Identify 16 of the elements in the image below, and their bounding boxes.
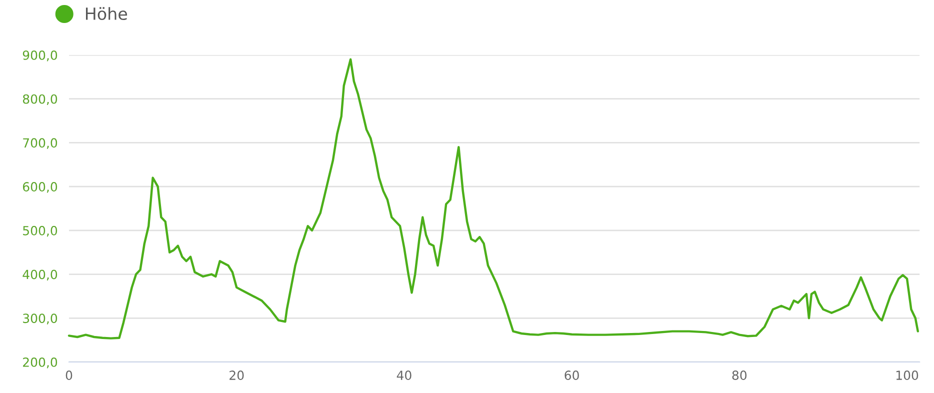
- x-tick-label: 80: [732, 370, 747, 380]
- y-tick-label: 900,0: [22, 50, 58, 62]
- x-tick-label: 40: [396, 370, 412, 380]
- y-tick-label: 800,0: [22, 94, 58, 106]
- y-tick-label: 500,0: [23, 226, 58, 237]
- y-tick-label: 400,0: [22, 270, 58, 280]
- x-tick-label: 100: [896, 370, 918, 380]
- x-tick-label: 20: [230, 370, 244, 380]
- x-tick-label: 60: [564, 370, 579, 380]
- line-series: [68, 58, 920, 340]
- y-tick-label: 600,0: [22, 182, 58, 193]
- y-tick-label: 700,0: [23, 138, 58, 149]
- x-tick-label: 0: [66, 370, 72, 380]
- y-tick-label: 200,0: [23, 357, 58, 368]
- y-tick-label: 300,0: [23, 314, 58, 324]
- legend-label: Höhe: [86, 7, 128, 20]
